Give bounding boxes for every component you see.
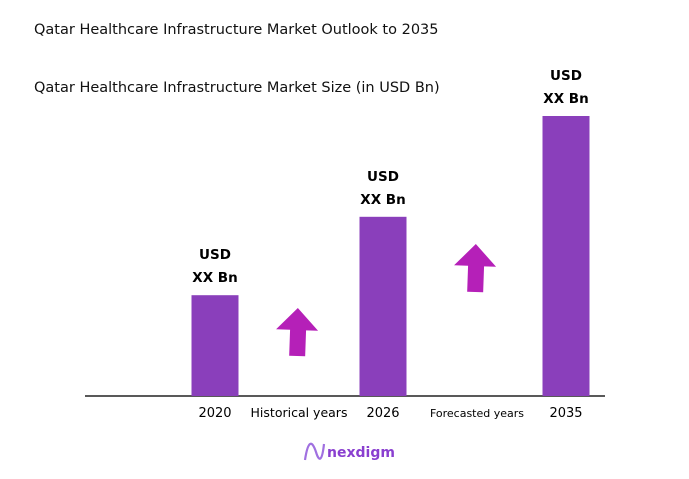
period-label-historical: Historical years — [251, 405, 348, 420]
data-label: USD — [367, 169, 399, 185]
chart-subtitle: Qatar Healthcare Infrastructure Market S… — [34, 80, 440, 96]
x-tick-label: 2020 — [198, 406, 231, 421]
period-label-forecasted: Forecasted years — [430, 407, 524, 420]
data-label: USD — [550, 68, 582, 84]
data-label: XX Bn — [543, 91, 588, 107]
x-tick-label: 2026 — [366, 406, 399, 421]
growth-arrow-icon — [276, 308, 319, 357]
bar-2035 — [542, 116, 590, 396]
growth-arrow-icon — [454, 244, 497, 293]
logo: nexdigm — [303, 442, 395, 461]
logo-text: nexdigm — [327, 445, 395, 461]
x-tick-label: 2035 — [549, 406, 582, 421]
data-label: XX Bn — [360, 192, 405, 208]
bar-2020 — [191, 295, 239, 396]
bar-2026 — [359, 216, 407, 396]
data-label: XX Bn — [192, 270, 237, 286]
page-title: Qatar Healthcare Infrastructure Market O… — [34, 22, 439, 38]
data-label: USD — [199, 247, 231, 263]
